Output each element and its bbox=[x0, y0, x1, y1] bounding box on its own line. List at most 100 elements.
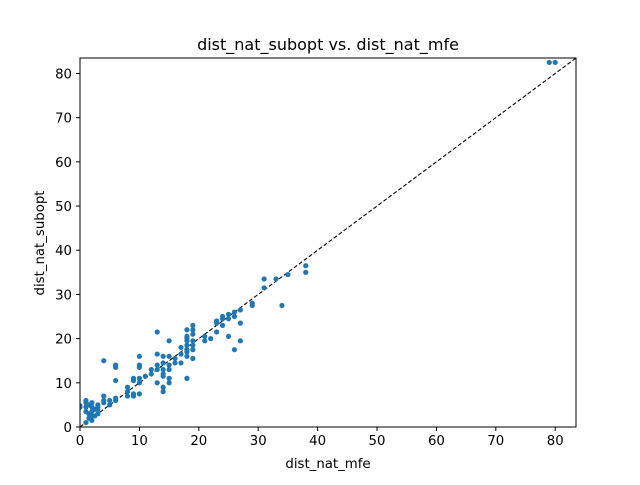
data-point bbox=[184, 347, 190, 353]
data-point bbox=[219, 313, 226, 320]
data-point bbox=[202, 333, 208, 340]
data-point bbox=[160, 389, 166, 395]
data-point bbox=[89, 417, 95, 423]
data-point bbox=[124, 384, 131, 390]
data-point bbox=[166, 375, 172, 381]
data-point bbox=[83, 397, 89, 404]
data-point bbox=[273, 276, 279, 282]
reference-line bbox=[80, 58, 576, 427]
x-tick-label: 60 bbox=[428, 434, 445, 449]
data-point bbox=[261, 276, 267, 282]
data-point bbox=[214, 329, 220, 335]
data-point bbox=[160, 360, 166, 366]
data-point bbox=[148, 366, 154, 373]
data-point bbox=[154, 329, 160, 335]
data-point bbox=[80, 403, 83, 409]
x-tick-label: 20 bbox=[190, 434, 207, 449]
data-point bbox=[154, 380, 160, 386]
data-point bbox=[166, 366, 172, 373]
data-point bbox=[249, 300, 255, 306]
data-point bbox=[148, 371, 154, 377]
data-point bbox=[166, 380, 172, 386]
data-point bbox=[552, 59, 558, 66]
data-point bbox=[107, 397, 113, 404]
data-point bbox=[231, 347, 238, 353]
data-point bbox=[219, 322, 226, 328]
data-point bbox=[95, 411, 101, 417]
y-tick-label: 70 bbox=[55, 112, 72, 127]
y-tick-label: 10 bbox=[55, 377, 72, 392]
y-tick-label: 50 bbox=[55, 200, 72, 215]
data-point bbox=[190, 342, 196, 348]
data-point bbox=[237, 307, 243, 313]
data-point bbox=[285, 271, 291, 278]
data-point bbox=[101, 393, 107, 399]
y-tick-label: 20 bbox=[55, 333, 72, 348]
y-tick-label: 80 bbox=[55, 67, 72, 82]
y-tick-label: 60 bbox=[55, 156, 72, 171]
x-tick-label: 70 bbox=[487, 434, 504, 449]
data-point bbox=[172, 355, 178, 362]
x-tick-label: 10 bbox=[131, 434, 148, 449]
data-point bbox=[83, 419, 89, 426]
data-point bbox=[136, 375, 143, 381]
x-tick-label: 50 bbox=[369, 434, 386, 449]
data-point bbox=[190, 331, 196, 337]
data-point bbox=[166, 362, 172, 368]
data-point bbox=[303, 269, 309, 275]
data-point bbox=[184, 333, 190, 340]
data-point bbox=[184, 353, 190, 359]
data-point bbox=[101, 358, 107, 364]
data-point bbox=[190, 338, 196, 344]
data-point bbox=[546, 59, 552, 66]
data-point bbox=[225, 333, 232, 340]
x-tick-label: 40 bbox=[309, 434, 326, 449]
data-point bbox=[214, 318, 220, 324]
x-tick-label: 30 bbox=[250, 434, 267, 449]
data-point bbox=[172, 360, 178, 366]
data-point bbox=[107, 402, 113, 408]
data-point bbox=[136, 362, 143, 368]
data-point bbox=[225, 311, 232, 317]
plot-area: 0 10 20 30 40 50 60 70 80 0 10 20 30 40 50 60 70 80 bbox=[55, 57, 577, 449]
x-tick-label: 80 bbox=[547, 434, 564, 449]
plot-frame bbox=[79, 57, 577, 428]
data-point bbox=[136, 380, 143, 386]
data-point bbox=[231, 313, 238, 320]
data-point bbox=[136, 391, 143, 397]
data-point bbox=[237, 320, 243, 326]
data-point bbox=[154, 351, 160, 357]
data-point bbox=[113, 395, 119, 401]
data-point bbox=[178, 360, 184, 366]
data-point bbox=[113, 377, 119, 384]
data-point bbox=[101, 397, 107, 404]
y-axis-label: dist_nat_subopt bbox=[33, 191, 48, 296]
data-point bbox=[190, 327, 196, 333]
data-point bbox=[237, 338, 243, 344]
data-point bbox=[178, 351, 184, 357]
data-point bbox=[178, 344, 184, 351]
data-point bbox=[184, 342, 190, 348]
data-point bbox=[95, 402, 101, 408]
x-tick-label: 0 bbox=[76, 434, 84, 449]
data-point bbox=[124, 393, 131, 399]
data-point bbox=[142, 373, 148, 379]
data-point bbox=[166, 338, 172, 344]
data-point bbox=[202, 338, 208, 344]
data-point bbox=[166, 353, 172, 359]
data-point bbox=[130, 375, 137, 381]
data-point bbox=[136, 353, 143, 359]
data-point bbox=[130, 391, 137, 397]
data-point bbox=[190, 355, 196, 362]
data-point bbox=[208, 336, 214, 342]
y-tick-label: 0 bbox=[64, 421, 72, 436]
data-point bbox=[261, 285, 267, 291]
data-point bbox=[154, 366, 160, 373]
data-point bbox=[160, 366, 166, 373]
data-point bbox=[160, 371, 166, 377]
data-point bbox=[89, 400, 95, 406]
data-point bbox=[279, 302, 285, 309]
x-axis-label: dist_nat_mfe bbox=[285, 457, 370, 472]
y-tick-label: 30 bbox=[55, 288, 72, 303]
